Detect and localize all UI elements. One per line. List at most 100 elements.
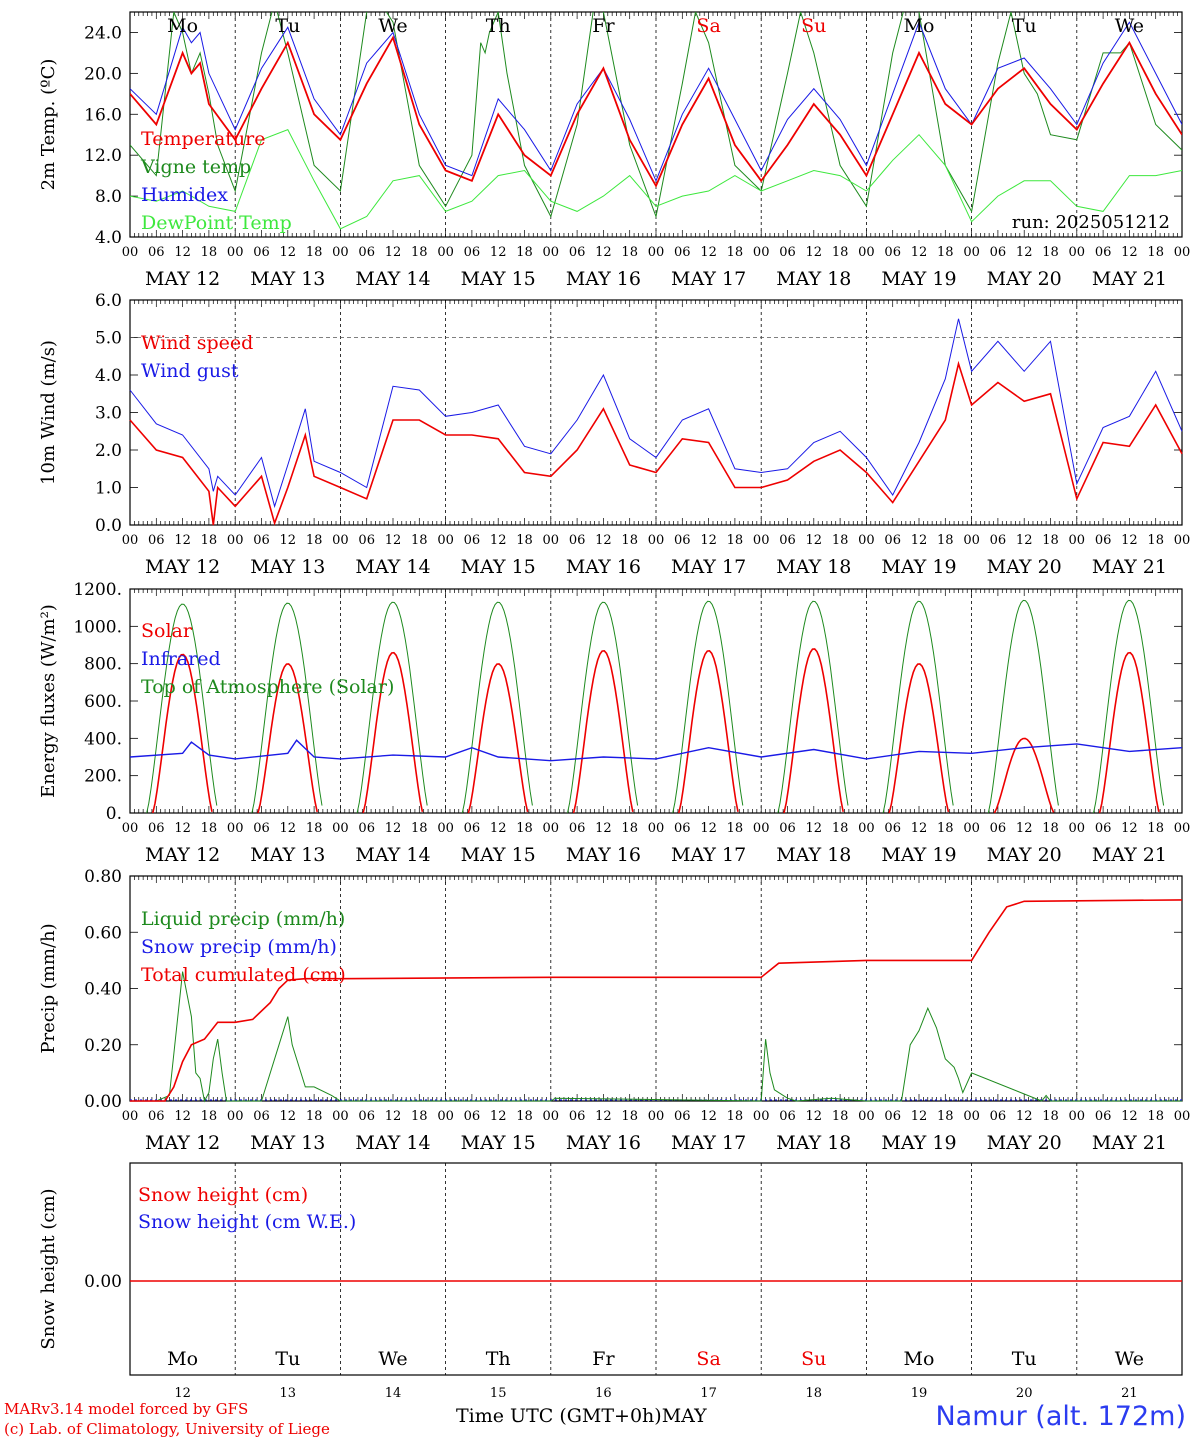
date-label: MAY 19	[881, 556, 956, 578]
hour-tick-label: 06	[464, 821, 481, 836]
station-name: Namur (alt. 172m)	[935, 1401, 1186, 1432]
date-label: MAY 20	[987, 556, 1062, 578]
y-axis-title: Energy fluxes (W/m²)	[38, 604, 59, 798]
legend-entry: Snow precip (mm/h)	[141, 936, 337, 958]
hour-tick-label: 00	[963, 1109, 980, 1124]
legend-entry: Humidex	[141, 184, 228, 206]
hour-tick-label: 00	[963, 821, 980, 836]
date-label: MAY 21	[1092, 844, 1167, 866]
day-number: 16	[595, 1386, 612, 1401]
wind-frame	[129, 299, 1183, 526]
legend-entry: DewPoint Temp	[141, 212, 292, 234]
hour-tick-label: 06	[569, 245, 586, 260]
hour-tick-label: 06	[569, 533, 586, 548]
date-label: MAY 14	[355, 844, 430, 866]
hour-tick-label: 18	[201, 533, 218, 548]
hour-tick-label: 18	[727, 245, 744, 260]
hour-tick-label: 00	[648, 245, 665, 260]
day-number: 15	[490, 1386, 507, 1401]
hour-tick-label: 06	[990, 245, 1007, 260]
legend-entry: Wind gust	[141, 360, 239, 382]
date-label: MAY 13	[250, 844, 325, 866]
hour-tick-label: 18	[516, 1109, 533, 1124]
hour-tick-label: 18	[1042, 533, 1059, 548]
day-label: Mo	[167, 1348, 198, 1370]
date-label: MAY 14	[355, 1132, 430, 1154]
y-tick-label: 3.0	[95, 404, 122, 424]
hour-tick-label: 06	[1095, 533, 1112, 548]
hour-tick-label: 00	[753, 533, 770, 548]
hour-tick-label: 18	[516, 245, 533, 260]
hour-tick-label: 06	[253, 1109, 270, 1124]
date-label: MAY 12	[145, 268, 220, 290]
wind-panel: 00 06 12 18 00 06 12 18 00 06 12 18 00 06 12 18 00 06 12 18…	[38, 291, 1190, 578]
date-label: MAY 16	[566, 268, 641, 290]
hour-tick-label: 12	[595, 1109, 612, 1124]
y-axis-title: 10m Wind (m/s)	[38, 340, 59, 485]
hour-tick-label: 06	[253, 821, 270, 836]
hour-tick-label: 18	[1147, 821, 1164, 836]
date-label: MAY 15	[461, 844, 536, 866]
hour-tick-label: 00	[227, 1109, 244, 1124]
date-label: MAY 19	[881, 268, 956, 290]
hour-tick-label: 18	[516, 533, 533, 548]
hour-tick-label: 12	[174, 533, 191, 548]
hour-tick-label: 18	[1042, 821, 1059, 836]
date-label: MAY 16	[566, 844, 641, 866]
hour-tick-label: 18	[832, 245, 849, 260]
date-label: MAY 15	[461, 556, 536, 578]
day-number: 13	[280, 1386, 297, 1401]
hour-tick-label: 12	[280, 245, 297, 260]
day-label: Mo	[904, 15, 935, 37]
hour-tick-label: 18	[201, 245, 218, 260]
hour-tick-label: 06	[779, 1109, 796, 1124]
hour-tick-label: 12	[1016, 533, 1033, 548]
hour-tick-label: 12	[1121, 245, 1138, 260]
day-number: 12	[174, 1386, 191, 1401]
hour-tick-label: 12	[1016, 821, 1033, 836]
hour-tick-label: 18	[621, 533, 638, 548]
hour-tick-label: 06	[358, 821, 375, 836]
date-label: MAY 21	[1092, 556, 1167, 578]
hour-tick-label: 00	[122, 245, 139, 260]
hour-tick-label: 00	[1069, 1109, 1086, 1124]
hour-tick-label: 00	[858, 1109, 875, 1124]
hour-tick-label: 06	[464, 245, 481, 260]
hour-tick-label: 06	[148, 245, 165, 260]
date-label: MAY 19	[881, 1132, 956, 1154]
date-label: MAY 17	[671, 556, 746, 578]
hour-tick-label: 12	[595, 533, 612, 548]
hour-tick-label: 00	[122, 1109, 139, 1124]
y-tick-label: 0.60	[84, 923, 122, 943]
hour-tick-label: 18	[306, 821, 323, 836]
y-tick-label: 0.80	[84, 867, 122, 887]
hour-tick-label: 00	[1069, 821, 1086, 836]
day-number: 18	[806, 1386, 823, 1401]
hour-tick-label: 06	[779, 821, 796, 836]
day-number: 14	[385, 1386, 402, 1401]
hour-tick-label: 06	[990, 1109, 1007, 1124]
y-tick-label: 5.0	[95, 329, 122, 349]
hour-tick-label: 00	[437, 245, 454, 260]
model-credit: MARv3.14 model forced by GFS	[4, 1400, 249, 1418]
day-number: 17	[700, 1386, 717, 1401]
hour-tick-label: 18	[411, 821, 428, 836]
legend-entry: Vigne temp	[140, 156, 251, 178]
hour-tick-label: 12	[700, 1109, 717, 1124]
y-tick-label: 1.0	[95, 479, 122, 499]
hour-tick-label: 06	[358, 533, 375, 548]
hour-tick-label: 12	[595, 821, 612, 836]
day-label: Tu	[1012, 15, 1037, 37]
hour-tick-label: 06	[884, 533, 901, 548]
y-tick-label: 0.20	[84, 1036, 122, 1056]
y-tick-label: 12.0	[84, 146, 122, 166]
hour-tick-label: 12	[806, 245, 823, 260]
date-label: MAY 13	[250, 556, 325, 578]
hour-tick-label: 00	[437, 821, 454, 836]
lab-credit: (c) Lab. of Climatology, University of L…	[4, 1420, 330, 1438]
hour-tick-label: 00	[753, 1109, 770, 1124]
hour-tick-label: 12	[806, 1109, 823, 1124]
hour-tick-label: 06	[253, 245, 270, 260]
day-label: Fr	[592, 15, 615, 37]
hour-tick-label: 00	[1069, 533, 1086, 548]
